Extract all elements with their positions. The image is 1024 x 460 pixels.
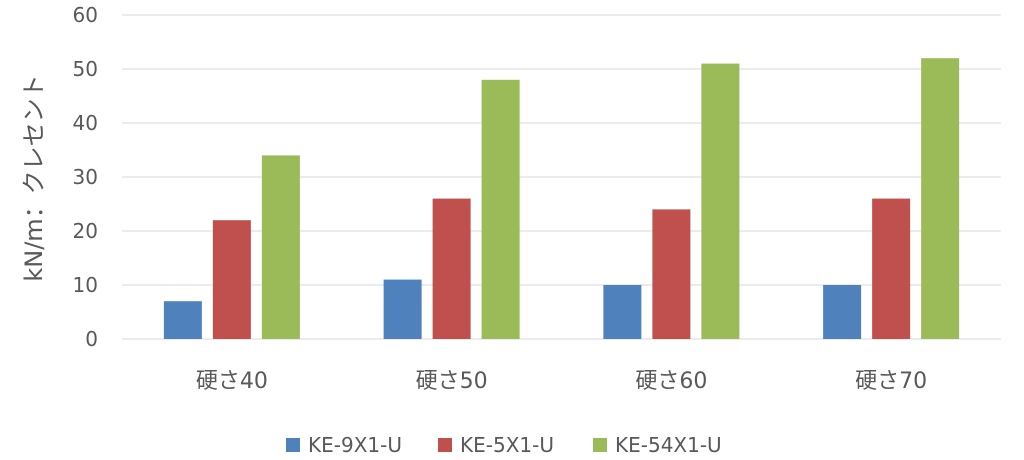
bar-KE-5X1-U-硬さ70 [872, 198, 911, 339]
bar-KE-9X1-U-硬さ60 [603, 285, 642, 339]
y-tick-label: 20 [73, 219, 98, 243]
y-axis-title: kN/m：クレセント [20, 74, 48, 281]
y-tick-label: 0 [85, 327, 98, 351]
x-axis-labels: 硬さ40 硬さ50 硬さ60 硬さ70 [196, 369, 927, 394]
x-tick-label: 硬さ50 [416, 369, 488, 394]
bar-KE-5X1-U-硬さ40 [212, 220, 251, 339]
legend: KE-9X1-U KE-5X1-U KE-54X1-U [286, 433, 722, 457]
y-tick-label: 10 [73, 273, 98, 297]
y-tick-label: 60 [73, 3, 98, 27]
y-tick-label: 40 [73, 111, 98, 135]
gridlines [122, 14, 1001, 340]
bar-KE-54X1-U-硬さ60 [701, 63, 740, 339]
bar-KE-54X1-U-硬さ70 [921, 58, 960, 339]
bar-KE-9X1-U-硬さ50 [383, 279, 422, 339]
legend-label: KE-5X1-U [460, 433, 554, 457]
y-tick-label: 30 [73, 165, 98, 189]
x-tick-label: 硬さ40 [196, 369, 268, 394]
legend-label: KE-54X1-U [615, 433, 722, 457]
bar-KE-54X1-U-硬さ40 [261, 155, 300, 339]
y-tick-label: 50 [73, 57, 98, 81]
bar-KE-5X1-U-硬さ60 [652, 209, 691, 339]
x-tick-label: 硬さ70 [855, 369, 927, 394]
x-tick-label: 硬さ60 [635, 369, 707, 394]
bar-KE-54X1-U-硬さ50 [481, 79, 520, 340]
bar-KE-9X1-U-硬さ40 [163, 301, 202, 339]
legend-swatch [593, 438, 607, 452]
bar-KE-5X1-U-硬さ50 [432, 198, 471, 339]
bar-KE-9X1-U-硬さ70 [823, 285, 862, 339]
y-axis-ticks: 0 10 20 30 40 50 60 [73, 3, 98, 351]
legend-swatch [286, 438, 300, 452]
legend-label: KE-9X1-U [308, 433, 402, 457]
bars [163, 58, 960, 340]
legend-swatch [438, 438, 452, 452]
